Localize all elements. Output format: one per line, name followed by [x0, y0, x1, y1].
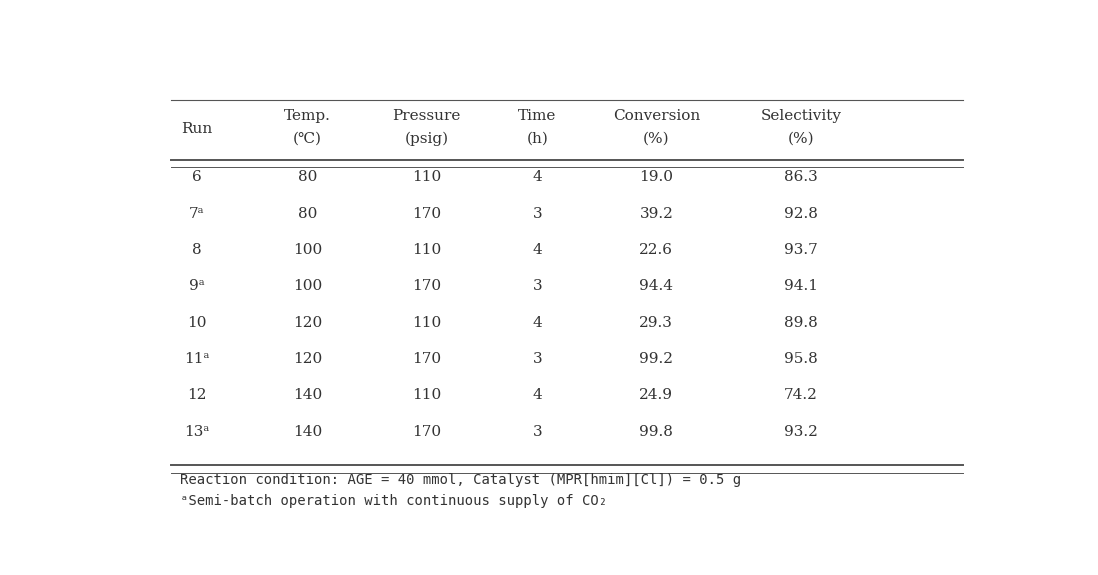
Text: 140: 140: [293, 388, 322, 402]
Text: 100: 100: [293, 279, 322, 293]
Text: 19.0: 19.0: [639, 170, 673, 185]
Text: 170: 170: [412, 424, 441, 439]
Text: 8: 8: [192, 243, 202, 257]
Text: 86.3: 86.3: [784, 170, 818, 185]
Text: 99.2: 99.2: [639, 352, 673, 366]
Text: 120: 120: [293, 316, 322, 329]
Text: Run: Run: [181, 122, 212, 136]
Text: Temp.: Temp.: [284, 109, 330, 124]
Text: 99.8: 99.8: [639, 424, 673, 439]
Text: 140: 140: [293, 424, 322, 439]
Text: (%): (%): [787, 132, 815, 145]
Text: 110: 110: [412, 388, 441, 402]
Text: 39.2: 39.2: [639, 207, 673, 221]
Text: 80: 80: [298, 170, 317, 185]
Text: 3: 3: [533, 424, 542, 439]
Text: 74.2: 74.2: [784, 388, 818, 402]
Text: (h): (h): [526, 132, 548, 145]
Text: 110: 110: [412, 243, 441, 257]
Text: 4: 4: [533, 243, 542, 257]
Text: 93.2: 93.2: [784, 424, 818, 439]
Text: 93.7: 93.7: [784, 243, 818, 257]
Text: 100: 100: [293, 243, 322, 257]
Text: 110: 110: [412, 316, 441, 329]
Text: (psig): (psig): [404, 131, 449, 145]
Text: (℃): (℃): [293, 132, 322, 145]
Text: 4: 4: [533, 170, 542, 185]
Text: Selectivity: Selectivity: [761, 109, 841, 124]
Text: 95.8: 95.8: [784, 352, 818, 366]
Text: 13ᵃ: 13ᵃ: [184, 424, 210, 439]
Text: 9ᵃ: 9ᵃ: [189, 279, 204, 293]
Text: ᵃSemi-batch operation with continuous supply of CO₂: ᵃSemi-batch operation with continuous su…: [180, 494, 607, 508]
Text: 22.6: 22.6: [639, 243, 673, 257]
Text: 12: 12: [187, 388, 206, 402]
Text: 170: 170: [412, 279, 441, 293]
Text: 10: 10: [187, 316, 206, 329]
Text: (%): (%): [643, 132, 670, 145]
Text: 80: 80: [298, 207, 317, 221]
Text: Reaction condition: AGE = 40 mmol, Catalyst (MPR[hmim][Cl]) = 0.5 g: Reaction condition: AGE = 40 mmol, Catal…: [180, 473, 741, 487]
Text: 3: 3: [533, 352, 542, 366]
Text: 4: 4: [533, 388, 542, 402]
Text: 7ᵃ: 7ᵃ: [189, 207, 204, 221]
Text: 94.4: 94.4: [639, 279, 673, 293]
Text: 110: 110: [412, 170, 441, 185]
Text: 94.1: 94.1: [784, 279, 818, 293]
Text: 170: 170: [412, 352, 441, 366]
Text: 92.8: 92.8: [784, 207, 818, 221]
Text: Time: Time: [518, 109, 557, 124]
Text: 6: 6: [192, 170, 202, 185]
Text: 24.9: 24.9: [639, 388, 673, 402]
Text: Pressure: Pressure: [392, 109, 461, 124]
Text: 29.3: 29.3: [639, 316, 673, 329]
Text: 11ᵃ: 11ᵃ: [184, 352, 210, 366]
Text: 3: 3: [533, 279, 542, 293]
Text: Conversion: Conversion: [613, 109, 699, 124]
Text: 120: 120: [293, 352, 322, 366]
Text: 4: 4: [533, 316, 542, 329]
Text: 89.8: 89.8: [784, 316, 818, 329]
Text: 3: 3: [533, 207, 542, 221]
Text: 170: 170: [412, 207, 441, 221]
